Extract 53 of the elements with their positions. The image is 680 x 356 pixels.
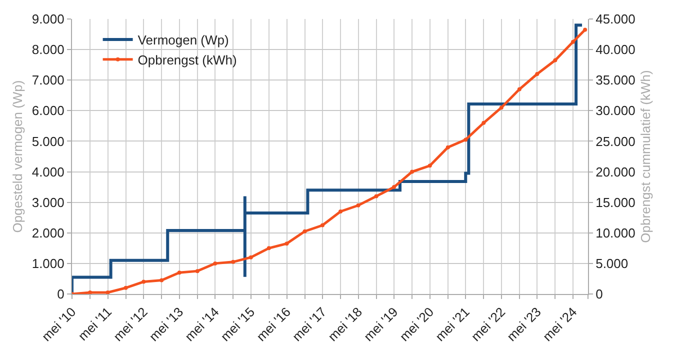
point — [160, 278, 164, 282]
point — [142, 280, 146, 284]
point — [88, 290, 92, 294]
y-tick-label: 4.000 — [32, 164, 64, 180]
point — [374, 194, 378, 198]
y2-axis-title: Opbrengst cummulatief (kWh) — [638, 70, 653, 243]
y-tick-label: 6.000 — [32, 103, 64, 118]
point — [338, 210, 343, 214]
point — [392, 185, 396, 190]
point — [446, 145, 450, 150]
y-tick-label: 0 — [57, 286, 64, 302]
y2-tick-label: 15.000 — [596, 194, 636, 210]
point — [266, 246, 271, 250]
y-tick-label: 3.000 — [32, 194, 64, 210]
y2-tick-label: 40.000 — [596, 42, 636, 58]
legend-label: Vermogen (Wp) — [138, 32, 229, 48]
y-tick-label: 9.000 — [32, 12, 64, 27]
point — [410, 170, 414, 174]
y-tick-label: 5.000 — [32, 134, 64, 149]
point — [177, 270, 182, 275]
y2-tick-label: 20.000 — [596, 164, 636, 180]
point — [553, 58, 558, 62]
point — [124, 286, 128, 290]
y2-tick-label: 10.000 — [596, 225, 636, 240]
y-axis-title: Opgesteld vermogen (Wp) — [10, 80, 25, 233]
y2-tick-label: 5.000 — [596, 256, 628, 271]
point — [106, 290, 110, 294]
point — [535, 72, 540, 76]
y-tick-label: 7.000 — [32, 72, 64, 88]
y2-tick-label: 35.000 — [596, 72, 636, 88]
legend-label: Opbrengst (kWh) — [138, 52, 237, 68]
y2-tick-label: 45.000 — [596, 12, 636, 27]
y2-tick-label: 30.000 — [596, 103, 636, 118]
y2-tick-label: 25.000 — [596, 134, 636, 149]
y2-tick-label: 0 — [596, 286, 603, 302]
point — [482, 120, 486, 125]
point — [571, 40, 576, 44]
point — [195, 269, 200, 274]
point — [302, 229, 307, 234]
point — [356, 203, 360, 208]
y-tick-label: 8.000 — [32, 42, 64, 58]
point — [583, 28, 588, 32]
point — [284, 242, 289, 246]
point — [499, 106, 504, 110]
point — [320, 223, 325, 228]
point — [464, 138, 468, 142]
point — [428, 164, 432, 168]
point — [231, 260, 236, 264]
point — [517, 87, 522, 92]
point — [248, 255, 253, 260]
y-tick-label: 2.000 — [32, 225, 64, 240]
y-tick-label: 1.000 — [32, 256, 64, 271]
point — [213, 261, 218, 266]
